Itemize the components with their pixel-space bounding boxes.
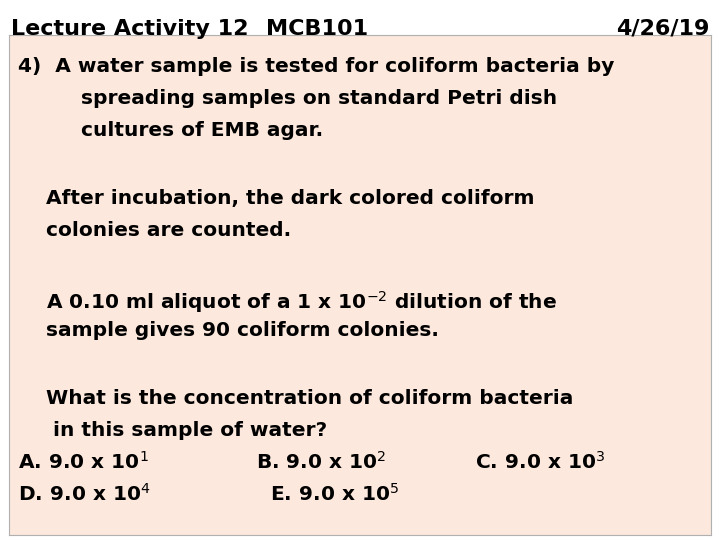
Text: After incubation, the dark colored coliform: After incubation, the dark colored colif…: [18, 189, 534, 208]
Text: A 0.10 ml aliquot of a 1 x 10$^{-2}$ dilution of the: A 0.10 ml aliquot of a 1 x 10$^{-2}$ dil…: [18, 289, 557, 315]
Text: D. 9.0 x 10$^{4}$: D. 9.0 x 10$^{4}$: [18, 483, 150, 505]
Text: spreading samples on standard Petri dish: spreading samples on standard Petri dish: [18, 89, 557, 108]
Text: Lecture Activity 12: Lecture Activity 12: [11, 19, 248, 39]
Text: cultures of EMB agar.: cultures of EMB agar.: [18, 122, 323, 140]
Text: E. 9.0 x 10$^{5}$: E. 9.0 x 10$^{5}$: [256, 483, 399, 505]
Text: C. 9.0 x 10$^{3}$: C. 9.0 x 10$^{3}$: [475, 451, 606, 473]
Text: MCB101: MCB101: [266, 19, 368, 39]
Text: 4)  A water sample is tested for coliform bacteria by: 4) A water sample is tested for coliform…: [18, 57, 614, 76]
Text: What is the concentration of coliform bacteria: What is the concentration of coliform ba…: [18, 389, 573, 408]
Text: sample gives 90 coliform colonies.: sample gives 90 coliform colonies.: [18, 321, 439, 340]
Text: in this sample of water?: in this sample of water?: [18, 421, 327, 440]
Text: colonies are counted.: colonies are counted.: [18, 221, 291, 240]
Text: B. 9.0 x 10$^{2}$: B. 9.0 x 10$^{2}$: [256, 451, 386, 473]
Text: A. 9.0 x 10$^{1}$: A. 9.0 x 10$^{1}$: [18, 451, 149, 473]
Text: 4/26/19: 4/26/19: [616, 19, 709, 39]
